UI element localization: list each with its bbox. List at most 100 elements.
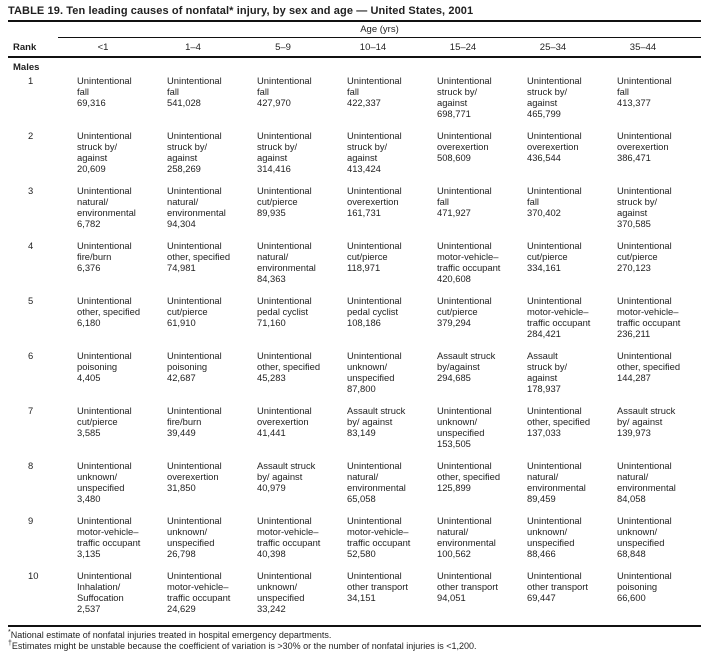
cause-line: motor-vehicle– bbox=[617, 306, 679, 317]
cause-line: Unintentional bbox=[347, 185, 402, 196]
cause-line: overexertion bbox=[437, 141, 489, 152]
cause-line: Unintentional bbox=[617, 240, 672, 251]
count-value: 334,161 bbox=[527, 262, 561, 273]
cause-line: Unintentional bbox=[167, 185, 222, 196]
cause-cell: Unintentional Inhalation/Suffocation 2,537 bbox=[72, 570, 162, 614]
cause-line: cut/pierce bbox=[437, 306, 478, 317]
count-value: 144,287 bbox=[617, 372, 651, 383]
cause-line: against bbox=[527, 97, 558, 108]
table-row: 1 Unintentional fall 69,316 Unintentional fal… bbox=[8, 75, 709, 130]
cause-cell: Unintentional struck by/against 413,424 bbox=[342, 130, 432, 174]
cause-line: overexertion bbox=[527, 141, 579, 152]
cause-cell: Unintentional fall 413,377 bbox=[612, 75, 702, 108]
count-value: 20,609 bbox=[77, 163, 106, 174]
cause-line: Unintentional bbox=[167, 460, 222, 471]
cause-line: poisoning bbox=[617, 581, 658, 592]
cause-line: cut/pierce bbox=[77, 416, 118, 427]
cause-line: struck by/ bbox=[527, 361, 568, 372]
count-value: 87,800 bbox=[347, 383, 376, 394]
count-value: 370,402 bbox=[527, 207, 561, 218]
cause-line: against bbox=[617, 207, 648, 218]
cause-line: unknown/ bbox=[257, 581, 298, 592]
cause-line: Unintentional bbox=[77, 405, 132, 416]
footnote-marker: * bbox=[8, 629, 11, 636]
count-value: 270,123 bbox=[617, 262, 651, 273]
count-value: 153,505 bbox=[437, 438, 471, 449]
cause-line: environmental bbox=[167, 207, 226, 218]
cause-line: unknown/ bbox=[77, 471, 118, 482]
cause-cell: Unintentional other, specified 6,180 bbox=[72, 295, 162, 328]
cause-cell: Unintentional fire/burn 39,449 bbox=[162, 405, 252, 438]
count-value: 40,979 bbox=[257, 482, 286, 493]
count-value: 413,377 bbox=[617, 97, 651, 108]
cause-line: Unintentional bbox=[437, 240, 492, 251]
cause-line: cut/pierce bbox=[347, 251, 388, 262]
count-value: 31,850 bbox=[167, 482, 196, 493]
cause-line: Unintentional bbox=[257, 240, 312, 251]
cause-cell: Unintentional natural/environmental 84,058 bbox=[612, 460, 702, 504]
cause-line: Unintentional bbox=[257, 405, 312, 416]
cause-cell: Unintentional struck by/against 314,416 bbox=[252, 130, 342, 174]
cause-line: Unintentional bbox=[617, 350, 672, 361]
cause-line: unspecified bbox=[617, 537, 665, 548]
count-value: 3,135 bbox=[77, 548, 101, 559]
rank-cell: 6 bbox=[28, 350, 34, 361]
count-value: 284,421 bbox=[527, 328, 561, 339]
cause-line: unknown/ bbox=[527, 526, 568, 537]
cause-line: unspecified bbox=[437, 427, 485, 438]
count-value: 6,782 bbox=[77, 218, 101, 229]
cause-line: unspecified bbox=[527, 537, 575, 548]
cause-line: unknown/ bbox=[437, 416, 478, 427]
cause-cell: Unintentional overexertion 436,544 bbox=[522, 130, 612, 163]
table-title: TABLE 19. Ten leading causes of nonfatal… bbox=[8, 5, 474, 17]
cause-line: environmental bbox=[347, 482, 406, 493]
cause-line: natural/ bbox=[257, 251, 289, 262]
count-value: 3,480 bbox=[77, 493, 101, 504]
column-header-age: 1–4 bbox=[185, 42, 201, 53]
cause-line: natural/ bbox=[167, 196, 199, 207]
cause-line: other, specified bbox=[257, 361, 321, 372]
cause-line: Unintentional bbox=[257, 350, 312, 361]
count-value: 6,180 bbox=[77, 317, 101, 328]
cause-line: against bbox=[527, 372, 558, 383]
count-value: 100,562 bbox=[437, 548, 471, 559]
footnote-marker: † bbox=[8, 640, 12, 647]
count-value: 45,283 bbox=[257, 372, 286, 383]
column-header-age: 25–34 bbox=[539, 42, 567, 53]
cause-cell: Unintentional other transport 69,447 bbox=[522, 570, 612, 603]
cause-line: by/ against bbox=[257, 471, 303, 482]
cause-line: against bbox=[437, 97, 468, 108]
cause-cell: Unintentional other, specified 125,899 bbox=[432, 460, 522, 493]
cause-line: Assault struck bbox=[347, 405, 406, 416]
cause-line: other, specified bbox=[527, 416, 591, 427]
cause-line: Unintentional bbox=[527, 185, 582, 196]
cause-line: motor-vehicle– bbox=[437, 251, 499, 262]
cause-cell: Unintentional overexertion 41,441 bbox=[252, 405, 342, 438]
cause-cell: Unintentional other, specified 144,287 bbox=[612, 350, 702, 383]
cause-cell: Unintentional overexertion 386,471 bbox=[612, 130, 702, 163]
table-row: 5 Unintentional other, specified 6,180 Unint… bbox=[8, 295, 709, 350]
cause-line: Unintentional bbox=[437, 460, 492, 471]
cause-line: struck by/ bbox=[437, 86, 478, 97]
cause-cell: Unintentional other transport 34,151 bbox=[342, 570, 432, 603]
cause-line: fall bbox=[257, 86, 269, 97]
cause-line: Unintentional bbox=[347, 75, 402, 86]
cause-line: environmental bbox=[527, 482, 586, 493]
cause-cell: Unintentional natural/environmental 100,56… bbox=[432, 515, 522, 559]
cause-line: Unintentional bbox=[77, 350, 132, 361]
cause-line: Unintentional bbox=[527, 515, 582, 526]
cause-line: Unintentional bbox=[77, 460, 132, 471]
cause-cell: Unintentional cut/pierce 334,161 bbox=[522, 240, 612, 273]
cause-line: natural/ bbox=[77, 196, 109, 207]
cause-cell: Unintentional cut/pierce 379,294 bbox=[432, 295, 522, 328]
cause-cell: Unintentional struck by/against 258,269 bbox=[162, 130, 252, 174]
cause-line: Unintentional bbox=[167, 570, 222, 581]
cause-line: Assault struck bbox=[437, 350, 496, 361]
cause-cell: Assault struck by/against 294,685 bbox=[432, 350, 522, 383]
cause-line: struck by/ bbox=[527, 86, 568, 97]
cause-cell: Unintentional cut/pierce 118,971 bbox=[342, 240, 432, 273]
count-value: 94,051 bbox=[437, 592, 466, 603]
cause-line: other, specified bbox=[437, 471, 501, 482]
cause-line: Unintentional bbox=[167, 240, 222, 251]
cause-cell: Assault struck by/ against 139,973 bbox=[612, 405, 702, 438]
